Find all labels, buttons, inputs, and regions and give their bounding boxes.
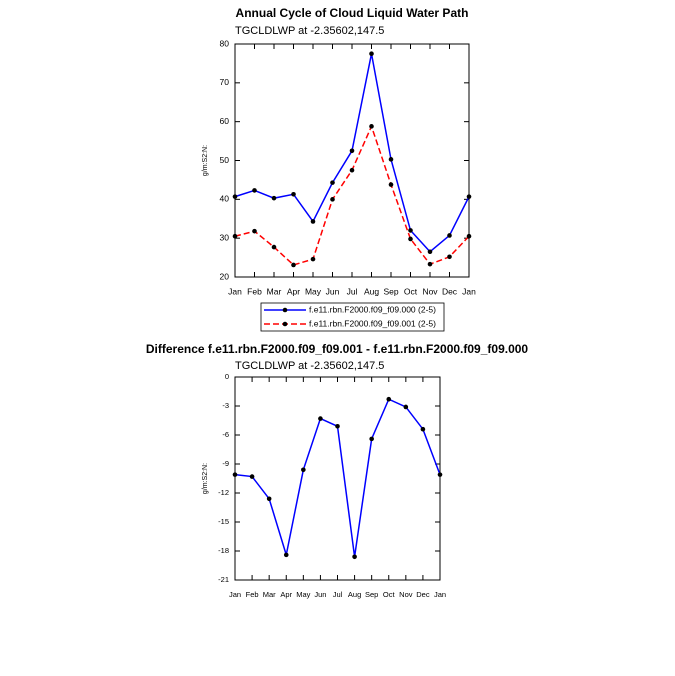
x-tick-label: Aug	[364, 286, 379, 296]
data-point	[466, 233, 472, 239]
x-tick-label: Feb	[247, 286, 262, 296]
y-tick-label: -3	[222, 401, 229, 410]
data-point	[252, 188, 257, 193]
y-tick-label: 20	[220, 271, 230, 281]
series-line	[234, 398, 441, 557]
x-tick-label: May	[296, 590, 310, 599]
data-point	[330, 180, 335, 185]
plot-frame	[234, 43, 470, 278]
x-tick-label: Jan	[229, 590, 241, 599]
data-point	[388, 157, 394, 162]
data-point	[352, 554, 357, 560]
y-tick-label: 50	[220, 155, 230, 165]
data-point	[369, 124, 374, 129]
data-point	[271, 244, 277, 250]
data-point	[386, 396, 392, 402]
data-point	[437, 472, 443, 477]
data-point	[335, 424, 340, 429]
y-tick-label: -18	[218, 546, 229, 555]
y-tick-label: 0	[225, 372, 229, 381]
data-point	[232, 233, 238, 239]
legend-marker	[282, 307, 288, 313]
x-tick-label: Nov	[399, 590, 413, 599]
data-point	[388, 182, 394, 187]
plot-frame	[234, 376, 441, 581]
legend-label: f.e11.rbn.F2000.f09_f09.000 (2-5)	[309, 304, 436, 314]
x-tick-label: Jan	[462, 286, 476, 296]
x-tick-label: Aug	[348, 590, 361, 599]
y-tick-label: 40	[220, 194, 230, 204]
data-point	[291, 262, 296, 268]
data-point	[232, 194, 238, 199]
data-point	[349, 148, 355, 154]
data-point	[447, 254, 452, 260]
data-point	[420, 426, 426, 432]
x-tick-label: Jun	[314, 590, 326, 599]
x-tick-label: Oct	[404, 286, 418, 296]
x-tick-label: Sep	[383, 286, 398, 296]
x-tick-label: Jan	[228, 286, 242, 296]
y-tick-label: 60	[220, 116, 230, 126]
legend-marker	[282, 321, 288, 327]
data-point	[301, 467, 306, 473]
y-tick-label: -12	[218, 488, 229, 497]
y-tick-label: 80	[220, 38, 230, 48]
x-tick-label: Dec	[442, 286, 458, 296]
x-tick-label: Dec	[416, 590, 430, 599]
data-point	[403, 404, 409, 410]
x-tick-label: Jan	[434, 590, 446, 599]
x-tick-label: Mar	[263, 590, 276, 599]
y-axis-label: g/m:S2:N:	[202, 463, 209, 494]
data-point	[266, 496, 272, 502]
data-point	[310, 219, 316, 224]
data-point	[310, 256, 316, 262]
x-tick-label: Apr	[280, 590, 292, 599]
legend-label: f.e11.rbn.F2000.f09_f09.001 (2-5)	[309, 318, 436, 328]
legend-box	[260, 302, 445, 332]
x-tick-label: Sep	[365, 590, 378, 599]
x-tick-label: May	[305, 286, 322, 296]
y-tick-label: -21	[218, 575, 229, 584]
data-point	[232, 472, 238, 477]
data-point	[291, 191, 296, 197]
y-axis-label: g/m:S2:N:	[202, 145, 209, 176]
x-tick-label: Jun	[326, 286, 340, 296]
data-point	[349, 167, 355, 173]
chart-title: Difference f.e11.rbn.F2000.f09_f09.001 -…	[146, 342, 529, 356]
x-tick-label: Jul	[347, 286, 358, 296]
data-point	[408, 236, 413, 242]
y-tick-label: 70	[220, 77, 230, 87]
y-tick-label: -6	[222, 430, 229, 439]
x-tick-label: Apr	[287, 286, 300, 296]
data-point	[447, 233, 452, 238]
data-point	[369, 51, 374, 57]
y-tick-label: -15	[218, 517, 229, 526]
y-tick-label: -9	[222, 459, 229, 468]
x-tick-label: Feb	[246, 590, 259, 599]
x-tick-label: Jul	[333, 590, 343, 599]
chart-subtitle: TGCLDLWP at -2.35602,147.5	[235, 360, 384, 372]
data-point	[252, 228, 257, 234]
chart-title: Annual Cycle of Cloud Liquid Water Path	[236, 6, 469, 20]
data-point	[318, 416, 323, 421]
y-tick-label: 30	[220, 232, 230, 242]
data-point	[427, 261, 433, 267]
data-point	[369, 436, 374, 442]
data-point	[283, 552, 289, 558]
data-point	[330, 197, 335, 202]
data-point	[466, 194, 472, 199]
data-point	[271, 195, 277, 201]
chart-subtitle: TGCLDLWP at -2.35602,147.5	[235, 25, 384, 37]
x-tick-label: Nov	[422, 286, 438, 296]
data-point	[249, 474, 255, 479]
x-tick-label: Oct	[383, 590, 396, 599]
data-point	[408, 228, 413, 233]
x-tick-label: Mar	[267, 286, 282, 296]
data-point	[427, 249, 433, 255]
